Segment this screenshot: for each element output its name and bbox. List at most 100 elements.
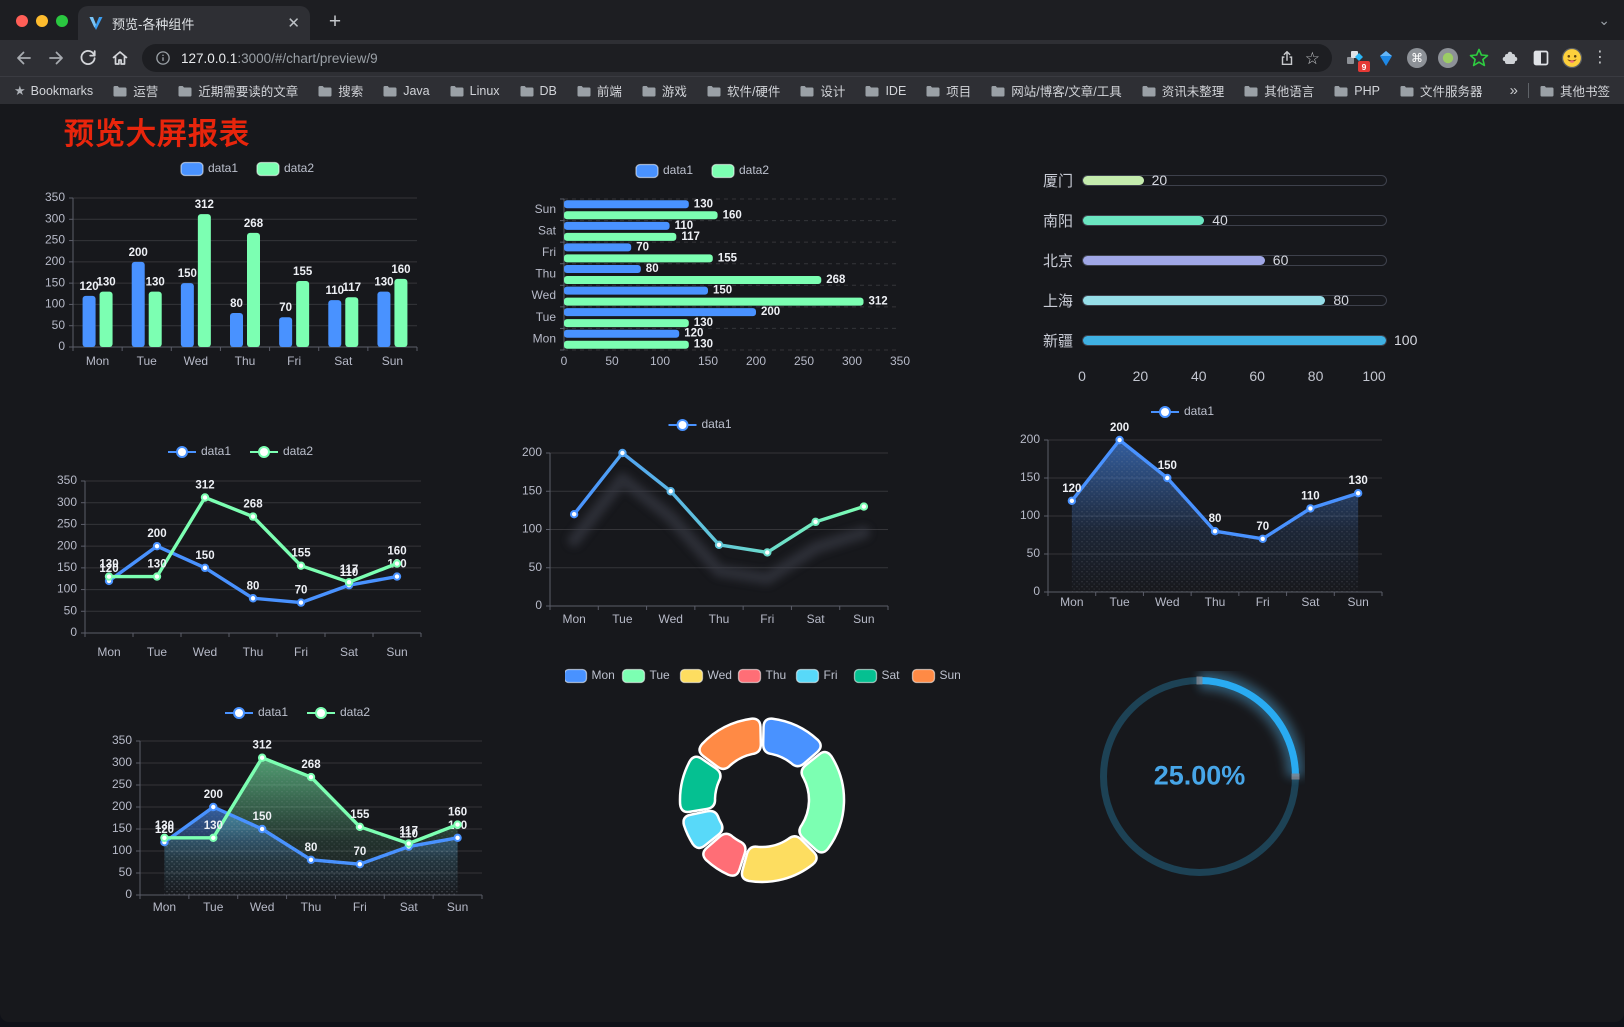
svg-text:120: 120	[99, 563, 118, 575]
contrast-square-icon[interactable]	[1530, 47, 1552, 69]
progress-fill	[1083, 295, 1326, 305]
bookmark-folder[interactable]: 项目	[925, 81, 971, 100]
bookmark-folder[interactable]: 网站/博客/文章/工具	[990, 81, 1122, 100]
svg-text:Mon: Mon	[562, 612, 585, 626]
svg-text:data2: data2	[739, 163, 769, 177]
svg-text:160: 160	[723, 209, 742, 221]
svg-text:200: 200	[522, 445, 542, 459]
svg-text:200: 200	[1020, 432, 1040, 446]
zoom-window-button[interactable]	[56, 15, 68, 27]
extensions-puzzle-icon[interactable]	[1499, 47, 1521, 69]
bookmark-folder[interactable]: PHP	[1333, 84, 1380, 98]
back-button[interactable]	[8, 43, 40, 73]
chart-grouped-bar-vertical[interactable]: data1 data2 0 50 100 150 200 250 300 350 Mon Tue Wed…	[40, 150, 460, 372]
svg-text:Sun: Sun	[535, 202, 556, 216]
site-info-icon[interactable]	[154, 49, 172, 67]
svg-text:data1: data1	[208, 161, 238, 175]
bookmark-folder[interactable]: Java	[382, 83, 430, 98]
svg-text:300: 300	[45, 211, 65, 225]
other-bookmarks-folder[interactable]: 其他书签	[1539, 81, 1610, 100]
close-window-button[interactable]	[16, 15, 28, 27]
svg-text:70: 70	[295, 585, 308, 597]
progress-row: 南阳 40	[1040, 200, 1410, 240]
svg-text:Fri: Fri	[760, 612, 774, 626]
svg-text:Tue: Tue	[147, 645, 168, 659]
bookmark-folder[interactable]: 运营	[112, 81, 158, 100]
chart-grouped-bar-horizontal[interactable]: data1 data2 0 50 100 150 200 250 300 350 Mon Tue Wed…	[500, 154, 910, 376]
svg-text:80: 80	[230, 298, 243, 310]
url-text[interactable]: 127.0.0.1:3000/#/chart/preview/9	[181, 51, 1269, 66]
extension-green-star-icon[interactable]	[1468, 47, 1490, 69]
svg-text:150: 150	[1020, 470, 1040, 484]
menu-dots-icon[interactable]: ⋮	[1592, 49, 1608, 66]
extension-grid-badge-icon[interactable]: 9	[1344, 47, 1370, 72]
chart-area-single[interactable]: data1 0 50 100 150 200 Mon Tue Wed Thu Fri Sat Sun 12…	[985, 395, 1385, 620]
chart-gauge[interactable]: 25.00%	[1094, 671, 1305, 882]
bookmark-folder[interactable]: 搜索	[317, 81, 363, 100]
svg-text:117: 117	[399, 826, 418, 838]
svg-text:150: 150	[522, 483, 542, 497]
chart-line-gradient[interactable]: data1 0 50 100 150 200 Mon Tue Wed Thu Fri Sat Sun	[505, 398, 900, 633]
progress-label: 厦门	[1042, 172, 1073, 190]
progress-track: 60	[1082, 252, 1387, 268]
home-button[interactable]	[104, 43, 136, 73]
bookmark-folder-label: Java	[403, 83, 430, 98]
bookmark-folder[interactable]: 其他语言	[1243, 81, 1314, 100]
bookmark-star-icon[interactable]: ☆	[1304, 48, 1320, 68]
bookmark-folder[interactable]: 游戏	[641, 81, 687, 100]
chart-area-two-series[interactable]: data1 data2 0 50 100 150 200 250 300 350 Mon Tue Wed…	[105, 690, 495, 928]
address-bar[interactable]: 127.0.0.1:3000/#/chart/preview/9 ☆	[142, 44, 1332, 72]
tab-search-chevron-icon[interactable]: ⌄	[1598, 12, 1610, 28]
chart-donut[interactable]: Mon Tue Wed Thu Fri Sat Sun	[565, 660, 960, 925]
progress-row: 上海 80	[1040, 280, 1410, 320]
progress-row: 北京 60	[1040, 240, 1410, 280]
bookmark-folder[interactable]: 软件/硬件	[706, 81, 780, 100]
svg-text:268: 268	[244, 218, 264, 230]
profile-avatar[interactable]	[1561, 47, 1583, 69]
svg-text:Wed: Wed	[1155, 595, 1179, 609]
progress-track: 40	[1082, 212, 1387, 228]
extension-command-icon[interactable]: ⌘	[1406, 47, 1428, 69]
new-tab-button[interactable]: +	[328, 10, 342, 33]
svg-text:data1: data1	[258, 705, 288, 719]
bookmark-folder[interactable]: IDE	[864, 84, 906, 98]
bookmarks-overflow-chevron[interactable]: »	[1509, 82, 1518, 99]
minimize-window-button[interactable]	[36, 15, 48, 27]
bookmark-folder[interactable]: 设计	[799, 81, 845, 100]
progress-value: 60	[1272, 252, 1289, 268]
folder-icon	[318, 85, 332, 96]
svg-text:160: 160	[391, 264, 410, 276]
extension-gem-icon[interactable]	[1375, 47, 1397, 69]
bookmark-folder[interactable]: 近期需要读的文章	[177, 81, 298, 100]
svg-text:110: 110	[399, 829, 418, 841]
svg-text:100: 100	[57, 582, 77, 596]
chart-progress-bars[interactable]: 厦门 20 南阳 40 北京 60 上海 80 新疆 100 0 20 40 60 80 100	[1040, 160, 1417, 388]
reload-button[interactable]	[72, 43, 104, 73]
forward-button[interactable]	[40, 43, 72, 73]
svg-text:117: 117	[340, 564, 359, 576]
svg-text:120: 120	[684, 328, 703, 340]
bookmark-folder-label: IDE	[885, 83, 907, 98]
bookmark-folder[interactable]: 资讯未整理	[1141, 81, 1224, 100]
bookmark-folder[interactable]: 前端	[576, 81, 622, 100]
svg-text:268: 268	[826, 274, 846, 286]
svg-text:200: 200	[761, 306, 780, 318]
browser-tab[interactable]: 预览-各种组件 ✕	[78, 6, 310, 40]
svg-text:120: 120	[155, 824, 174, 836]
svg-text:130: 130	[694, 339, 713, 351]
svg-text:250: 250	[112, 777, 132, 791]
bookmark-folder[interactable]: DB	[519, 84, 557, 98]
extension-green-dot-icon[interactable]	[1437, 47, 1459, 69]
svg-text:data1: data1	[1184, 404, 1214, 418]
bookmark-folder[interactable]: 文件服务器	[1399, 81, 1482, 100]
chart-line-two-series[interactable]: data1 data2 0 50 100 150 200 250 300 350 Mon Tue Wed…	[48, 430, 438, 665]
progress-track: 80	[1082, 292, 1387, 308]
progress-label: 南阳	[1042, 212, 1073, 230]
browser-toolbar: 127.0.0.1:3000/#/chart/preview/9 ☆ 9 ⌘	[0, 40, 1624, 76]
bookmark-folder[interactable]: Linux	[449, 84, 500, 98]
tab-close-icon[interactable]: ✕	[287, 14, 300, 32]
bookmarks-root[interactable]: ★ Bookmarks	[14, 83, 93, 99]
bookmark-folder-label: 近期需要读的文章	[198, 85, 299, 99]
share-icon[interactable]	[1278, 49, 1296, 67]
svg-text:200: 200	[129, 247, 148, 259]
